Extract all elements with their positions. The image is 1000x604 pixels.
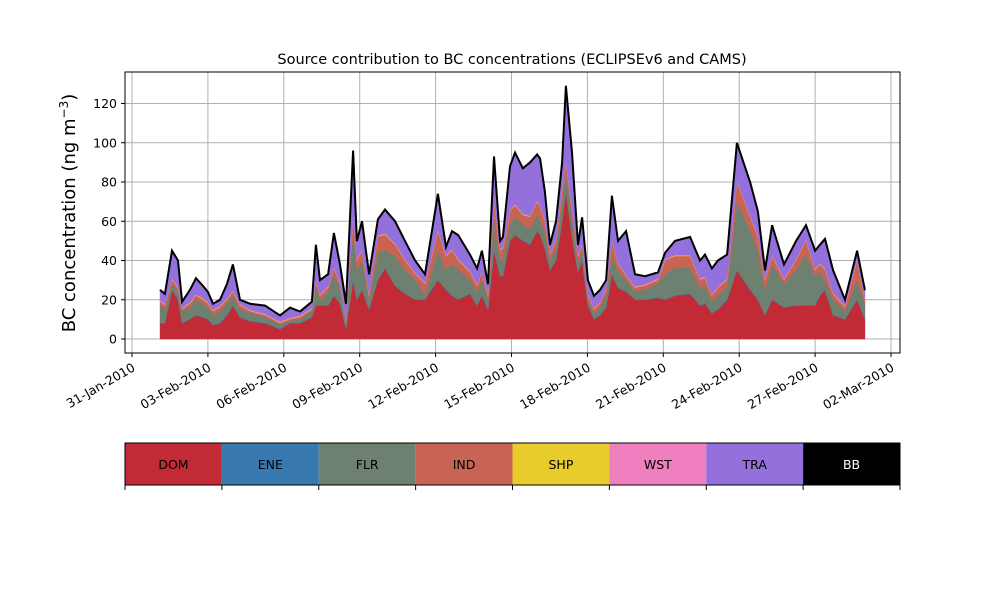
legend-label-shp: SHP — [549, 457, 574, 472]
legend-swatch-bb — [803, 443, 900, 485]
x-tick-label: 09-Feb-2010 — [289, 360, 365, 412]
legend-swatch-ene — [221, 443, 319, 485]
legend-swatch-dom — [125, 443, 222, 485]
legend-swatch-shp — [512, 443, 610, 485]
legend-label-ind: IND — [453, 457, 476, 472]
legend-label-wst: WST — [644, 457, 672, 472]
legend-frame — [124, 442, 901, 486]
legend-label-ene: ENE — [258, 457, 283, 472]
x-tick-label: 15-Feb-2010 — [441, 360, 517, 412]
stacked-areas — [159, 85, 866, 340]
y-tick-label: 100 — [93, 135, 117, 150]
y-tick-label: 20 — [101, 292, 117, 307]
legend-colorbar: DOM ENE FLR IND SHP WST TRA BB — [124, 442, 901, 490]
x-tick-label: 31-Jan-2010 — [64, 360, 138, 411]
legend-label-bb: BB — [843, 457, 860, 472]
legend-swatch-tra — [706, 443, 804, 485]
legend-swatch-ind — [415, 443, 513, 485]
legend-swatch-flr — [318, 443, 416, 485]
legend-label-tra: TRA — [742, 457, 768, 472]
x-tick-label: 27-Feb-2010 — [745, 360, 821, 412]
x-tick-label: 06-Feb-2010 — [213, 360, 289, 412]
x-tick-label: 03-Feb-2010 — [138, 360, 214, 412]
y-axis-label: BC concentration (ng m−3) — [57, 94, 80, 333]
x-tick-label: 02-Mar-2010 — [820, 360, 896, 413]
chart-title: Source contribution to BC concentrations… — [277, 52, 746, 68]
x-tick-label: 24-Feb-2010 — [669, 360, 745, 412]
x-tick-label: 18-Feb-2010 — [517, 360, 593, 412]
y-tick-label: 0 — [109, 332, 117, 347]
y-tick-label: 120 — [93, 96, 117, 111]
legend-label-dom: DOM — [158, 457, 188, 472]
total-line-bb — [159, 85, 866, 317]
x-tick-label: 21-Feb-2010 — [593, 360, 669, 412]
y-tick-label: 80 — [101, 175, 117, 190]
y-tick-label: 40 — [101, 253, 117, 268]
y-tick-label: 60 — [101, 214, 117, 229]
x-tick-label: 12-Feb-2010 — [365, 360, 441, 412]
legend-label-flr: FLR — [356, 457, 379, 472]
plot-frame — [124, 71, 901, 354]
legend-swatch-wst — [609, 443, 707, 485]
